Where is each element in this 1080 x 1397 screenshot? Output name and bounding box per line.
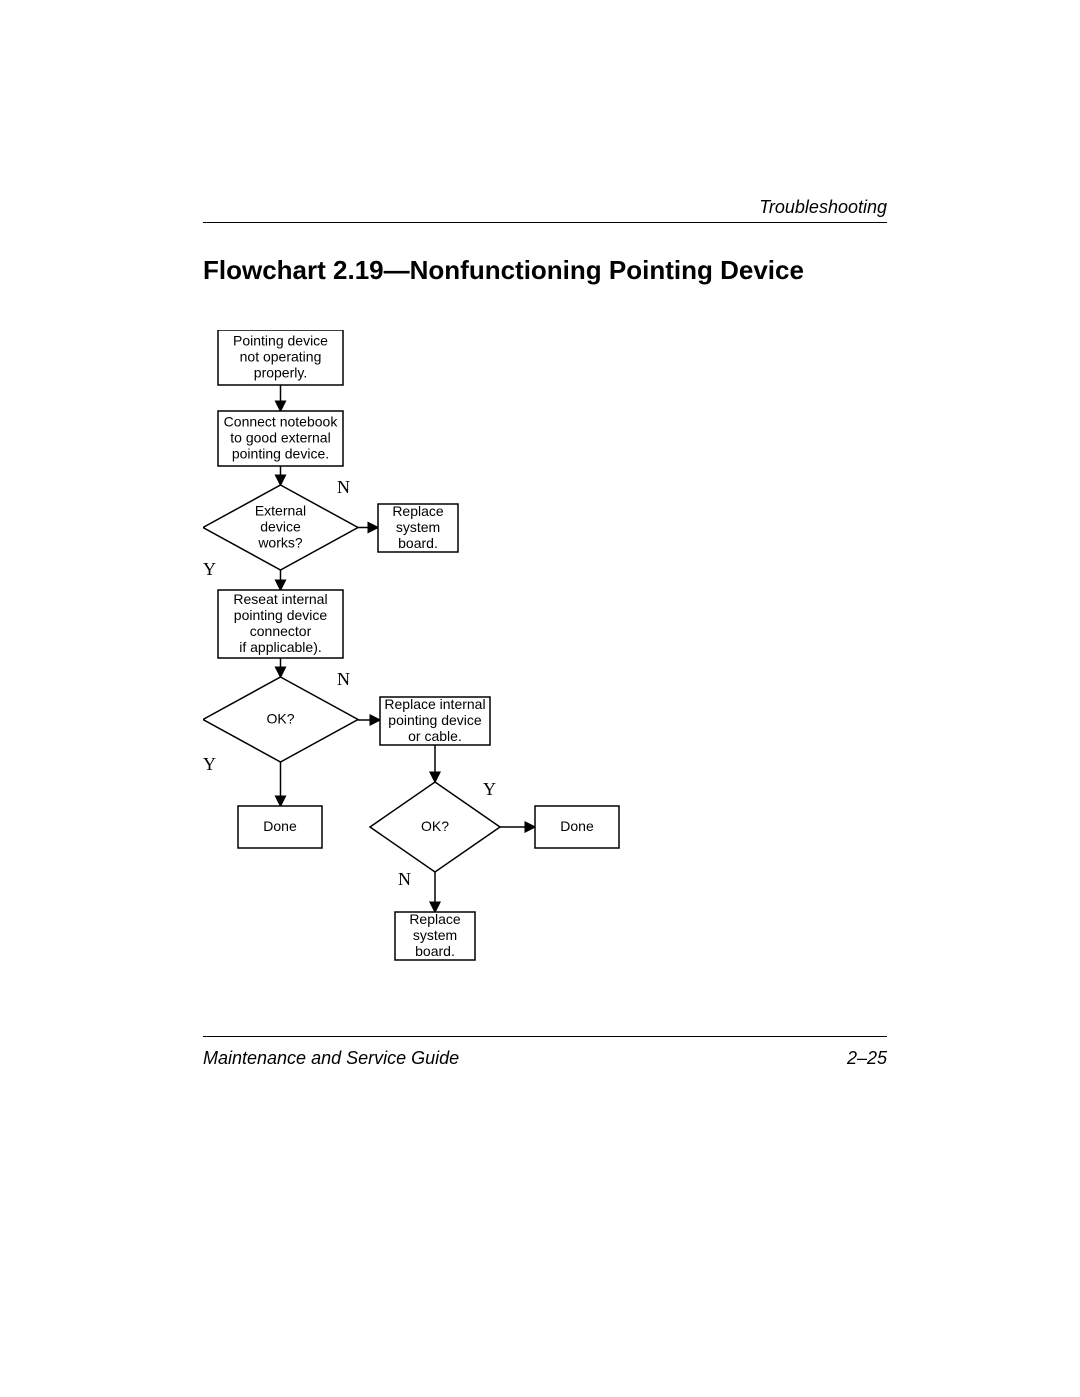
flow-node-text: pointing device <box>234 607 328 623</box>
flow-edge-label: Y <box>483 779 496 799</box>
footer-rule <box>203 1036 887 1037</box>
footer-page-number: 2–25 <box>847 1048 887 1069</box>
flow-node-text: Reseat internal <box>233 591 327 607</box>
flow-node-text: Connect notebook <box>224 414 339 430</box>
flow-node-text: OK? <box>421 818 449 834</box>
header-section-label: Troubleshooting <box>203 197 887 218</box>
flowchart: N Y N Y Y N Pointing devicenot operatingproper… <box>203 330 887 1030</box>
flow-node-text: Pointing device <box>233 333 328 349</box>
flow-node-text: system <box>396 519 440 535</box>
flow-node-text: Replace internal <box>384 696 485 712</box>
page-title: Flowchart 2.19—Nonfunctioning Pointing D… <box>203 256 887 286</box>
flow-node-text: board. <box>398 535 438 551</box>
flow-node-text: device <box>260 519 301 535</box>
flow-edge-label: Y <box>203 559 216 579</box>
flow-node-text: if applicable). <box>239 639 322 655</box>
flow-node-text: properly. <box>254 365 307 381</box>
flow-node-text: not operating <box>240 349 322 365</box>
flow-node-text: connector <box>250 623 312 639</box>
flow-node-text: pointing device <box>388 712 482 728</box>
flow-node-text: Replace <box>409 911 461 927</box>
page: Troubleshooting Flowchart 2.19—Nonfuncti… <box>0 0 1080 1397</box>
flow-edge-label: N <box>337 669 350 689</box>
header-rule <box>203 222 887 223</box>
flow-node-text: system <box>413 927 457 943</box>
flow-node-text: External <box>255 503 306 519</box>
footer-guide-label: Maintenance and Service Guide <box>203 1048 459 1069</box>
flow-edge-label: N <box>398 869 411 889</box>
flow-node-text: works? <box>257 535 303 551</box>
flow-node-text: OK? <box>266 711 294 727</box>
flow-edge-label: N <box>337 477 350 497</box>
flow-node-text: Done <box>263 818 297 834</box>
flow-node-text: pointing device. <box>232 446 329 462</box>
flow-node-text: Replace <box>392 503 444 519</box>
flow-node-text: Done <box>560 818 594 834</box>
flow-edge-label: Y <box>203 754 216 774</box>
flow-node-text: board. <box>415 943 455 959</box>
flow-node-text: or cable. <box>408 728 462 744</box>
flow-node-text: to good external <box>230 430 330 446</box>
